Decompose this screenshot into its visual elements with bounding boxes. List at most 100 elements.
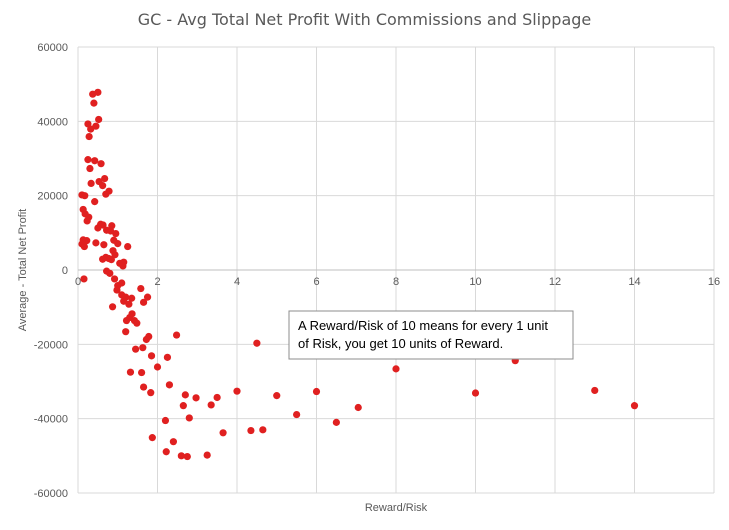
data-point	[163, 353, 172, 361]
x-tick-label: 6	[313, 276, 319, 288]
y-tick-label: 20000	[37, 191, 68, 203]
x-tick-label: 4	[234, 276, 240, 288]
data-point	[354, 403, 362, 412]
data-point	[161, 416, 170, 425]
data-point	[99, 182, 107, 190]
data-point	[169, 438, 177, 446]
data-point	[179, 402, 187, 410]
data-points	[78, 88, 639, 461]
data-point	[181, 391, 189, 399]
data-point	[106, 269, 114, 277]
y-tick-label: 60000	[37, 42, 68, 54]
data-point	[84, 156, 92, 164]
data-point	[85, 132, 93, 141]
data-point	[94, 224, 102, 232]
data-point	[148, 434, 156, 442]
x-tick-label: 8	[393, 276, 399, 288]
data-point	[83, 217, 91, 225]
data-point	[203, 451, 211, 459]
chart-title: GC - Avg Total Net Profit With Commissio…	[137, 10, 592, 29]
data-point	[332, 418, 340, 426]
data-point	[120, 258, 128, 266]
data-point	[111, 251, 119, 259]
y-tick-label: -20000	[34, 339, 68, 351]
data-point	[102, 190, 110, 198]
data-point	[118, 279, 126, 287]
data-point	[113, 286, 121, 294]
data-point	[185, 414, 193, 422]
data-point	[162, 448, 170, 456]
x-tick-label: 0	[75, 276, 81, 288]
data-point	[124, 242, 132, 251]
data-point	[95, 115, 103, 124]
data-point	[172, 331, 181, 339]
data-point	[114, 240, 122, 248]
data-point	[92, 239, 100, 247]
data-point	[139, 298, 148, 306]
annotation-line-1: A Reward/Risk of 10 means for every 1 un…	[298, 318, 548, 333]
data-point	[128, 310, 136, 318]
data-point	[312, 387, 321, 396]
x-tick-label: 16	[708, 276, 720, 288]
data-point	[213, 393, 221, 402]
annotation-line-2: of Risk, you get 10 units of Reward.	[298, 336, 503, 351]
data-point	[143, 293, 152, 301]
data-point	[125, 300, 133, 308]
data-point	[233, 387, 241, 395]
data-point	[132, 345, 140, 353]
data-point	[392, 365, 400, 373]
data-point	[247, 426, 255, 435]
data-point	[177, 452, 185, 460]
axis-ticks: 0 2 4 6 8 10 12 14 16 -60000 -40000 -20000 0 20000 400…	[34, 42, 720, 500]
data-point	[80, 275, 88, 283]
x-tick-label: 10	[469, 276, 481, 288]
data-point	[259, 426, 267, 434]
y-tick-label: -60000	[34, 488, 68, 500]
data-point	[101, 174, 109, 183]
grid-lines	[77, 46, 715, 494]
data-point	[471, 389, 480, 397]
data-point	[219, 429, 227, 437]
data-point	[126, 368, 135, 376]
data-point	[130, 316, 139, 325]
data-point	[86, 164, 94, 173]
x-axis-label: Reward/Risk	[365, 502, 428, 514]
data-point	[145, 332, 153, 341]
data-point	[147, 352, 156, 360]
data-point	[81, 192, 89, 200]
data-point	[153, 363, 162, 371]
data-point	[87, 179, 95, 188]
y-tick-label: 40000	[37, 116, 68, 128]
data-point	[139, 383, 148, 391]
x-tick-label: 12	[549, 276, 561, 288]
x-tick-label: 14	[628, 276, 640, 288]
data-point	[165, 381, 174, 389]
data-point	[90, 99, 98, 107]
data-point	[591, 386, 599, 395]
data-point	[100, 241, 108, 249]
data-point	[183, 452, 191, 461]
data-point	[80, 242, 88, 251]
data-point	[630, 402, 639, 410]
data-point	[122, 328, 130, 336]
data-point	[253, 339, 261, 347]
data-point	[112, 229, 120, 238]
data-point	[92, 122, 100, 130]
data-point	[108, 303, 117, 311]
annotation-border	[288, 310, 574, 360]
data-point	[91, 157, 99, 165]
data-point	[99, 255, 107, 263]
data-point	[139, 344, 147, 352]
x-tick-label: 2	[154, 276, 160, 288]
data-point	[192, 394, 200, 402]
data-point	[110, 275, 119, 283]
y-tick-label: -40000	[34, 414, 68, 426]
data-point	[128, 294, 136, 302]
data-point	[147, 389, 155, 397]
data-point	[138, 368, 146, 377]
data-point	[94, 88, 102, 96]
data-point	[91, 198, 99, 206]
data-point	[273, 392, 281, 400]
